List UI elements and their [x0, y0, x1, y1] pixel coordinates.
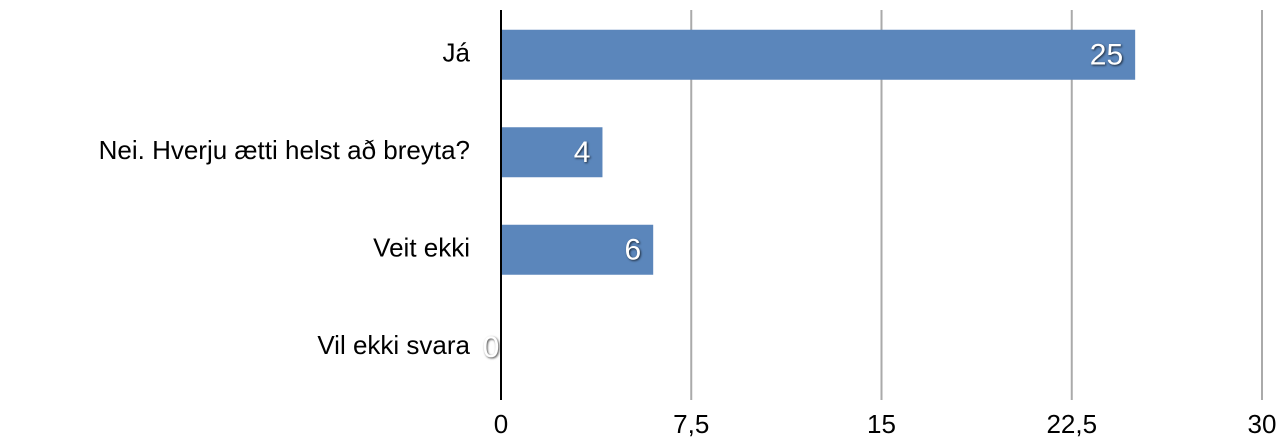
bar	[501, 224, 654, 275]
x-tick-label: 15	[867, 409, 896, 439]
x-tick-label: 30	[1248, 409, 1277, 439]
y-tick-label: Vil ekki svara	[317, 330, 470, 360]
bar	[501, 127, 603, 178]
value-label: 0	[483, 331, 500, 364]
bar	[501, 29, 1136, 80]
y-tick-label: Veit ekki	[373, 233, 470, 263]
value-label: 25	[1090, 39, 1123, 72]
x-tick-label: 7,5	[673, 409, 709, 439]
y-tick-label: Já	[443, 38, 471, 68]
value-label: 4	[574, 136, 591, 169]
x-tick-label: 0	[494, 409, 508, 439]
value-label: 6	[625, 234, 642, 267]
x-tick-label: 22,5	[1046, 409, 1097, 439]
y-tick-label: Nei. Hverju ætti helst að breyta?	[99, 135, 470, 165]
